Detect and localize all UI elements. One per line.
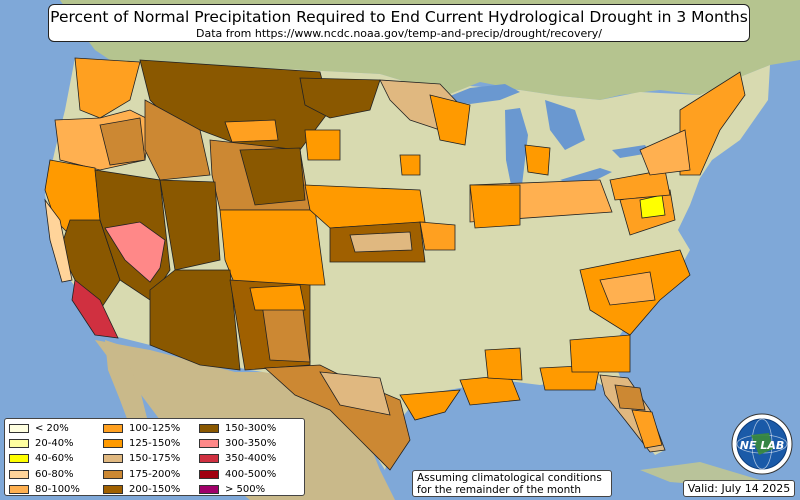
region-oregon-east	[99, 117, 146, 166]
legend-swatch	[199, 484, 219, 494]
legend: < 20% 20-40% 40-60% 60-80% 80-100% 100-125% 1…	[4, 418, 305, 496]
note-line-2: for the remainder of the month	[417, 484, 582, 496]
region-mississippi	[484, 347, 523, 381]
legend-item: 350-400%	[199, 451, 276, 466]
region-florida-brown	[614, 384, 646, 411]
lake-superior	[440, 84, 520, 104]
logo-text: NE LAB	[740, 439, 784, 452]
legend-item: 60-80%	[9, 467, 80, 482]
region-dakotas-west	[299, 77, 381, 119]
valid-date: Valid: July 14 2025	[683, 480, 795, 497]
lake-michigan	[505, 108, 528, 190]
legend-col-3: 150-300% 300-350% 350-400% 400-500% > 500%	[199, 421, 276, 497]
legend-swatch	[9, 439, 29, 449]
legend-swatch	[9, 424, 29, 434]
legend-swatch	[199, 424, 219, 434]
region-california-coast	[44, 198, 73, 283]
legend-col-2: 100-125% 125-150% 150-175% 175-200% 200-150%	[103, 421, 180, 497]
lake-huron	[545, 100, 585, 150]
legend-label: 300-350%	[225, 438, 277, 450]
region-wyoming-east	[239, 147, 306, 206]
legend-item: 150-175%	[103, 451, 180, 466]
region-new-england	[679, 71, 746, 176]
region-nebraska	[304, 184, 426, 229]
legend-item: 20-40%	[9, 436, 80, 451]
legend-item: > 500%	[199, 482, 276, 497]
lake-ontario	[612, 145, 650, 158]
region-washington	[74, 57, 141, 119]
note-line-1: Assuming climatological conditions	[417, 472, 602, 484]
region-georgia	[569, 334, 631, 373]
legend-swatch	[199, 469, 219, 479]
legend-label: 400-500%	[225, 468, 277, 480]
legend-item: 100-125%	[103, 421, 180, 436]
region-black-hills	[224, 119, 279, 143]
legend-label: 80-100%	[35, 483, 80, 495]
region-pink	[104, 221, 166, 283]
legend-swatch	[9, 469, 29, 479]
legend-swatch	[9, 484, 29, 494]
legend-item: 150-300%	[199, 421, 276, 436]
region-sd-orange	[304, 129, 341, 161]
legend-label: 175-200%	[129, 468, 181, 480]
legend-label: 100-125%	[129, 423, 181, 435]
map-subtitle: Data from https://www.ncdc.noaa.gov/temp…	[196, 27, 602, 40]
region-arizona	[149, 269, 241, 371]
legend-item: < 20%	[9, 421, 80, 436]
region-texas-coast	[399, 389, 461, 421]
region-california-south	[71, 279, 119, 339]
region-indiana	[469, 184, 521, 229]
legend-swatch	[199, 439, 219, 449]
legend-swatch	[199, 454, 219, 464]
legend-swatch	[103, 454, 123, 464]
region-missouri	[419, 221, 456, 251]
legend-label: 125-150%	[129, 438, 181, 450]
title-box: Percent of Normal Precipitation Required…	[48, 4, 750, 42]
region-pennsylvania	[609, 169, 671, 201]
region-utah	[159, 179, 221, 271]
region-carolinas-inner	[599, 271, 656, 306]
legend-item: 40-60%	[9, 451, 80, 466]
legend-label: 350-400%	[225, 453, 277, 465]
globe-icon: NE LAB	[731, 413, 793, 475]
legend-item: 400-500%	[199, 467, 276, 482]
region-colorado	[219, 209, 326, 286]
legend-swatch	[103, 424, 123, 434]
legend-swatch	[103, 484, 123, 494]
legend-label: 200-150%	[129, 483, 181, 495]
region-wisconsin	[429, 94, 471, 146]
legend-item: 200-150%	[103, 482, 180, 497]
legend-label: 150-175%	[129, 453, 181, 465]
region-ny	[639, 129, 691, 176]
legend-item: 175-200%	[103, 467, 180, 482]
region-idaho	[144, 99, 211, 181]
region-ne-orange	[399, 154, 421, 176]
region-michigan	[524, 144, 551, 176]
legend-item: 80-100%	[9, 482, 80, 497]
legend-label: 40-60%	[35, 453, 74, 465]
region-florida-orange	[631, 409, 663, 449]
legend-label: > 500%	[225, 483, 266, 495]
legend-label: < 20%	[35, 423, 69, 435]
legend-label: 20-40%	[35, 438, 74, 450]
legend-item: 125-150%	[103, 436, 180, 451]
legend-label: 60-80%	[35, 468, 74, 480]
map-title: Percent of Normal Precipitation Required…	[50, 8, 748, 26]
legend-swatch	[9, 454, 29, 464]
assumption-note: Assuming climatological conditions for t…	[412, 470, 612, 497]
legend-label: 150-300%	[225, 423, 277, 435]
region-nm-orange	[249, 284, 306, 311]
region-texas-central	[319, 371, 391, 416]
region-kansas-mid	[349, 231, 413, 253]
legend-col-1: < 20% 20-40% 40-60% 60-80% 80-100%	[9, 421, 80, 497]
legend-swatch	[103, 469, 123, 479]
legend-item: 300-350%	[199, 436, 276, 451]
legend-swatch	[103, 439, 123, 449]
